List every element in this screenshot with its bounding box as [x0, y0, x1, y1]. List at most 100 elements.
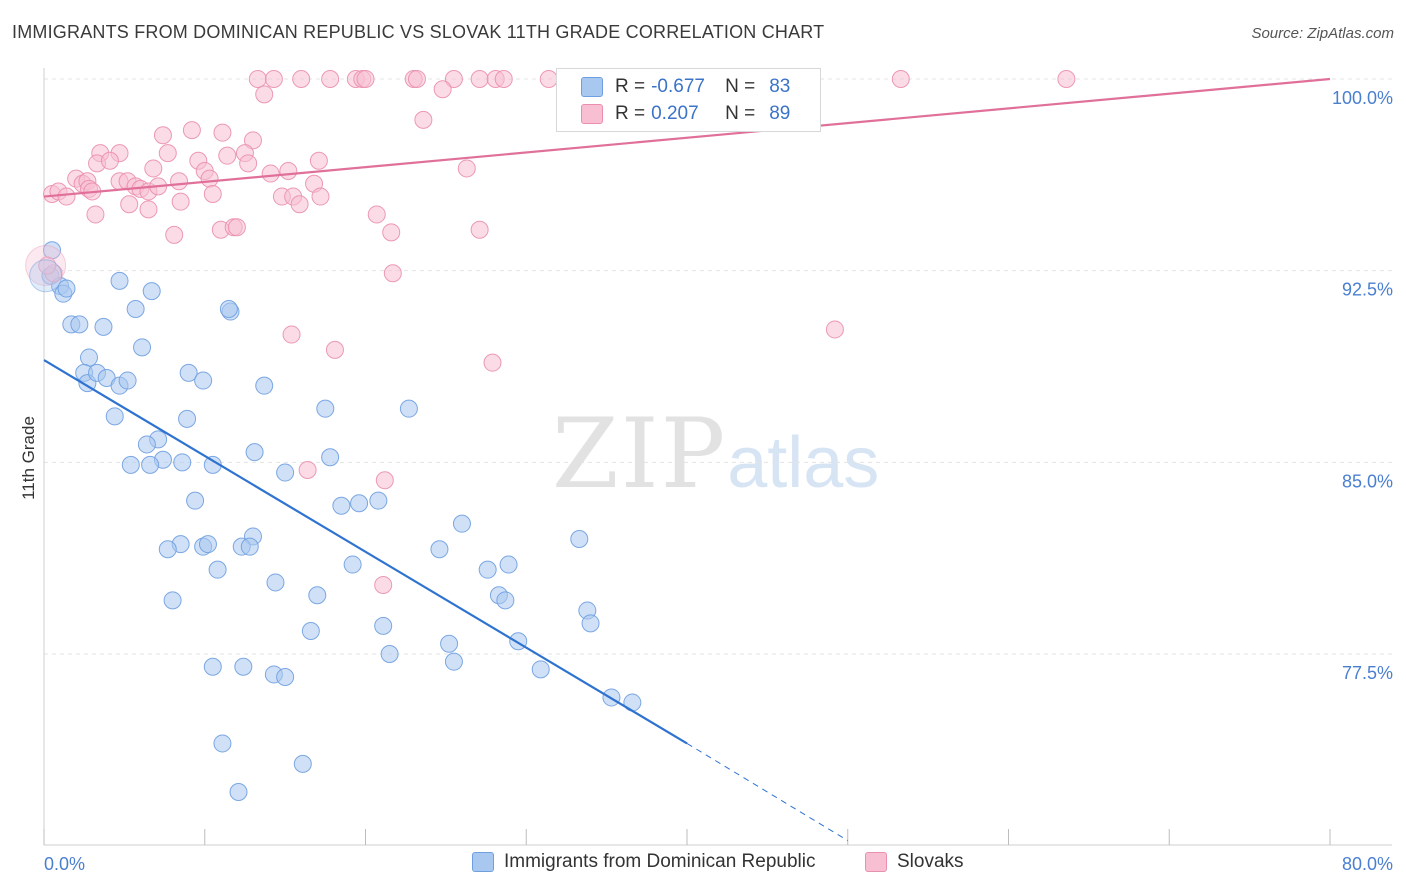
dominican-point	[158, 540, 177, 559]
slovak-point	[86, 205, 105, 224]
dominican-point	[440, 634, 459, 653]
dominican-point	[163, 591, 182, 610]
dominican-point	[293, 754, 312, 773]
legend-n-label: N =	[725, 76, 756, 97]
slovak-point	[165, 225, 184, 244]
slovak-point	[470, 220, 489, 239]
slovak-point-large	[25, 245, 67, 287]
slovak-point	[321, 70, 340, 88]
slovak-point	[483, 353, 502, 372]
slovak-point	[414, 110, 433, 129]
dominican-point	[444, 652, 463, 671]
dominican-point	[343, 555, 362, 574]
dominican-point	[316, 399, 335, 418]
dominican-point	[255, 376, 274, 395]
slovak-point	[120, 195, 139, 214]
slovak-point	[282, 325, 301, 344]
series-swatch-dominican	[472, 852, 494, 872]
series-legend-slovaks[interactable]: Slovaks	[865, 851, 964, 873]
slovak-point	[825, 320, 844, 339]
dominican-point	[369, 491, 388, 510]
slovak-point	[213, 123, 232, 142]
watermark: ZIPatlas	[552, 398, 879, 510]
slovak-point	[158, 144, 177, 163]
dominican-point	[141, 455, 160, 474]
x-tick-label: 0.0%	[44, 854, 85, 874]
slovak-point	[264, 70, 283, 88]
dominican-point	[478, 560, 497, 579]
axes	[43, 68, 1392, 846]
x-tick-label: 80.0%	[1342, 854, 1393, 874]
data-points	[25, 70, 1076, 801]
dominican-point	[105, 407, 124, 426]
slovak-point	[407, 70, 426, 88]
dominican-point	[198, 535, 217, 554]
slovak-point	[375, 471, 394, 490]
slovak-point	[382, 223, 401, 242]
legend-n-value: 89	[769, 103, 791, 124]
dominican-point-large	[29, 259, 63, 293]
slovak-point	[255, 85, 274, 104]
dominican-point	[121, 455, 140, 474]
watermark-zip: ZIP	[552, 398, 728, 510]
slovak-point	[139, 200, 158, 219]
dominican-point	[380, 645, 399, 663]
legend-swatch-dominican	[581, 77, 603, 97]
slovak-point	[279, 162, 298, 180]
y-tick-label: 85.0%	[1342, 471, 1393, 491]
source-credit: Source: ZipAtlas.com	[1251, 25, 1394, 42]
dominican-point	[374, 616, 393, 635]
slovak-point	[227, 218, 246, 237]
series-legend-dominican[interactable]: Immigrants from Dominican Republic	[472, 851, 816, 873]
dominican-point	[266, 573, 285, 592]
slovak-point	[433, 80, 452, 99]
dominican-point	[430, 540, 449, 559]
legend-r-label: R =	[615, 76, 646, 97]
dominican-point	[133, 338, 152, 357]
slovak-point	[203, 185, 222, 203]
slovak-point	[1057, 70, 1076, 88]
dominican-point	[321, 448, 340, 467]
slovak-point	[200, 169, 219, 188]
y-tick-label: 100.0%	[1332, 88, 1393, 108]
dominican-point	[219, 300, 238, 318]
slovak-point	[182, 121, 201, 140]
legend-row-slovaks: R = 0.207 N = 89	[581, 102, 790, 126]
series-label-slovaks: Slovaks	[897, 851, 964, 872]
slovak-point	[383, 264, 402, 283]
slovak-point	[470, 70, 489, 88]
dominican-point	[581, 614, 600, 633]
dominican-trend-line	[43, 359, 688, 745]
dominican-point	[208, 560, 227, 579]
dominican-point	[94, 317, 113, 336]
dominican-point	[240, 537, 259, 556]
slovak-point	[311, 187, 330, 206]
dominican-point	[203, 657, 222, 676]
dominican-point	[350, 494, 369, 513]
slovak-point	[356, 70, 375, 88]
dominican-point	[399, 399, 418, 418]
dominican-point	[234, 657, 253, 676]
dominican-point	[229, 783, 248, 801]
dominican-point	[178, 409, 197, 428]
dominican-point	[186, 491, 205, 510]
slovak-point	[539, 70, 558, 88]
slovak-point	[444, 70, 463, 88]
dominican-trend-extension	[686, 743, 849, 841]
slovak-point	[374, 576, 393, 594]
slovak-point	[144, 159, 163, 178]
dominican-point	[179, 363, 198, 382]
dominican-point	[308, 586, 327, 605]
dominican-point	[118, 371, 137, 390]
y-axis-title: 11th Grade	[19, 416, 38, 500]
series-swatch-slovaks	[865, 852, 887, 872]
legend-swatch-slovaks	[581, 104, 603, 124]
slovak-point	[218, 146, 237, 165]
dominican-point	[173, 453, 192, 472]
dominican-point	[245, 443, 264, 462]
dominican-point	[570, 530, 589, 548]
legend-r-value: -0.677	[651, 76, 705, 97]
dominican-point	[70, 315, 89, 334]
dominican-point	[80, 348, 99, 367]
